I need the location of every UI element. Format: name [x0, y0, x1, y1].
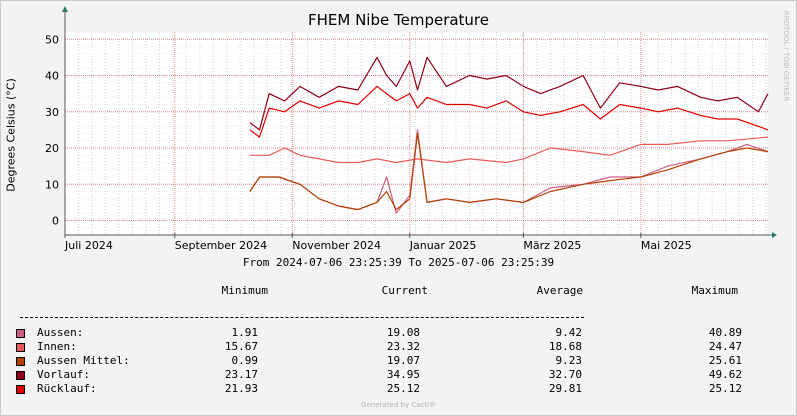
plot-area: 0 10 20 30 40 50 Juli 2024 September 2024 Novemb… [45, 6, 777, 252]
y-axis-arrow [62, 6, 68, 12]
time-range: From 2024-07-06 23:25:39 To 2025-07-06 2… [242, 256, 555, 269]
y-tick-label: 30 [45, 106, 59, 119]
x-tick-label: Mai 2025 [641, 239, 692, 252]
series-line-innen [249, 136, 769, 164]
legend-min-value: 0.99 [231, 354, 259, 367]
series-line-r-cklauf [249, 85, 769, 138]
legend-min-value: 21.93 [224, 382, 258, 395]
y-tick-label: 40 [45, 70, 59, 83]
legend-max-value: 49.62 [708, 368, 742, 381]
legend-average-value: 9.42 [555, 326, 583, 339]
y-tick-label: 20 [45, 142, 59, 155]
legend-series-name: Vorlauf: [37, 368, 90, 381]
x-tick-label: März 2025 [523, 239, 581, 252]
series-line-aussen-mittel [249, 132, 769, 211]
legend-swatch [16, 343, 25, 352]
legend-swatch [16, 329, 25, 338]
legend-divider [20, 317, 584, 318]
legend-average-value: 18.68 [548, 340, 582, 353]
legend-series-name: Innen: [37, 340, 77, 353]
legend-min-value: 23.17 [224, 368, 258, 381]
legend-series-name: Aussen Mittel: [37, 354, 130, 367]
legend-header-min: Minimum [221, 284, 268, 297]
legend-header-cur: Current [381, 284, 428, 297]
chart-title: FHEM Nibe Temperature [307, 11, 490, 29]
series-line-vorlauf [249, 56, 769, 131]
legend-swatch [16, 357, 25, 366]
y-tick-label: 0 [52, 215, 59, 228]
legend-series-name: Rücklauf: [37, 382, 97, 395]
legend-current-value: 34.95 [386, 368, 420, 381]
x-tick-label: Januar 2025 [409, 239, 477, 252]
legend-series-name: Aussen: [37, 326, 84, 339]
legend-current-value: 19.08 [386, 326, 420, 339]
legend-average-value: 29.81 [548, 382, 582, 395]
x-tick-label: November 2024 [292, 239, 381, 252]
legend-current-value: 23.32 [386, 340, 420, 353]
legend-min-value: 15.67 [224, 340, 258, 353]
legend-average-value: 32.70 [548, 368, 582, 381]
y-tick-label: 50 [45, 33, 59, 46]
footer: Generated by Cacti® [361, 401, 436, 409]
legend-current-value: 19.07 [386, 354, 420, 367]
legend-swatch [16, 385, 25, 394]
x-axis-arrow [772, 232, 777, 238]
legend-current-value: 25.12 [386, 382, 420, 395]
legend-max-value: 24.47 [708, 340, 742, 353]
legend-max-value: 25.61 [708, 354, 742, 367]
y-tick-label: 10 [45, 178, 59, 191]
legend-header-max: Maximum [691, 284, 738, 297]
legend-max-value: 40.89 [708, 326, 742, 339]
legend-max-value: 25.12 [708, 382, 742, 395]
legend-header-avg: Average [536, 284, 583, 297]
legend-min-value: 1.91 [231, 326, 259, 339]
x-tick-label: Juli 2024 [64, 239, 113, 252]
legend-swatch [16, 371, 25, 380]
legend-average-value: 9.23 [555, 354, 583, 367]
x-tick-label: September 2024 [175, 239, 267, 252]
